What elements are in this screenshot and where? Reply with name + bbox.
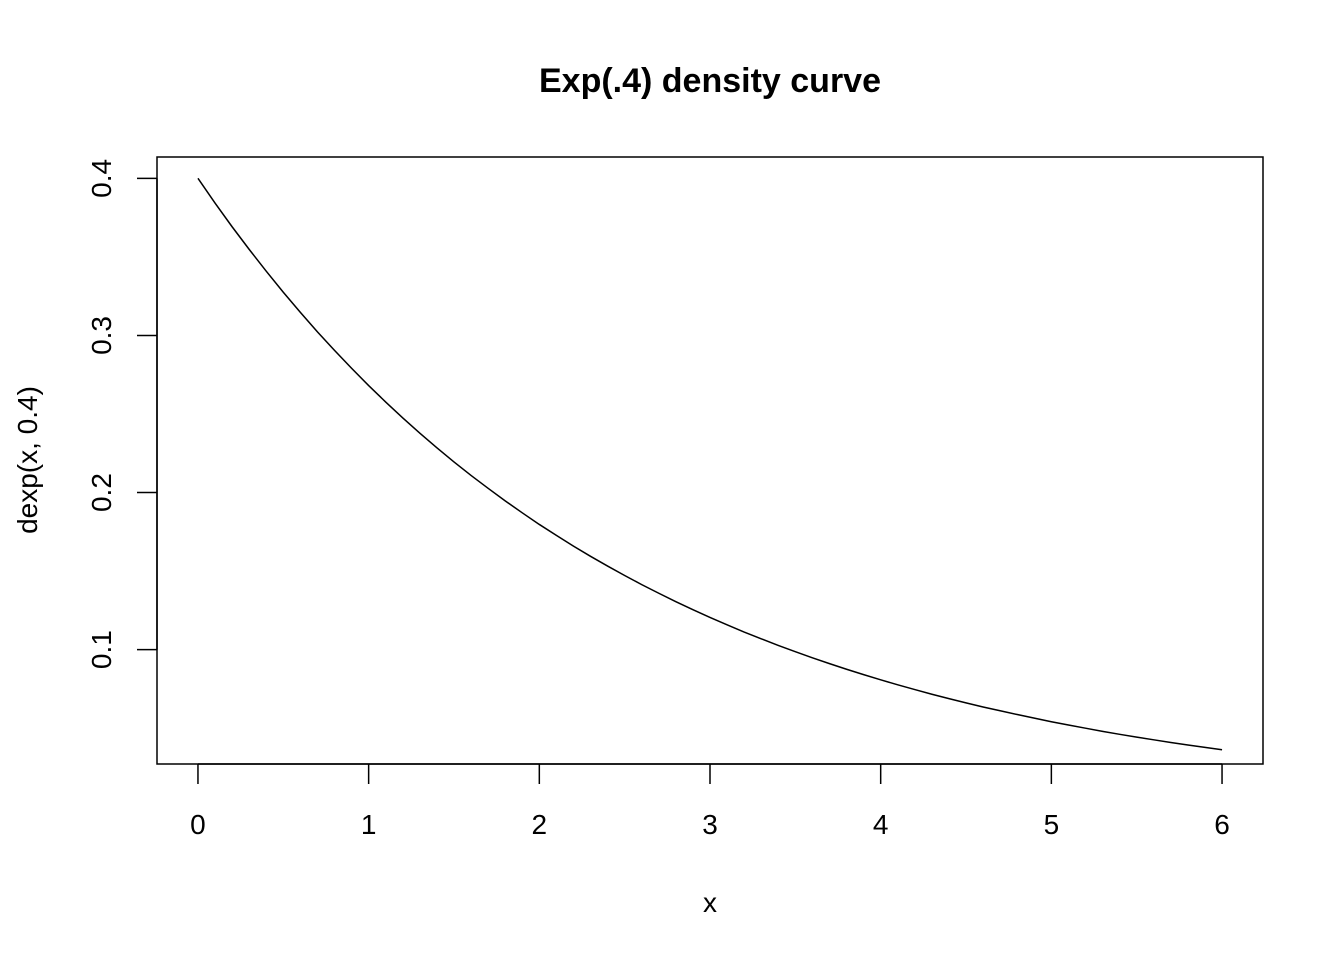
y-tick-label: 0.3	[86, 316, 117, 355]
y-axis-label: dexp(x, 0.4)	[12, 386, 43, 534]
x-axis: 0 1 2 3 4 5 6	[190, 763, 1230, 840]
x-tick-label: 3	[702, 809, 718, 840]
chart-title: Exp(.4) density curve	[539, 62, 881, 100]
plot-frame	[156, 156, 1264, 765]
y-tick-label: 0.1	[86, 630, 117, 669]
x-tick-label: 0	[190, 809, 206, 840]
y-axis: 0.1 0.2 0.3 0.4	[86, 159, 158, 669]
x-axis-label: x	[703, 887, 717, 918]
y-tick-label: 0.2	[86, 473, 117, 512]
density-line	[197, 177, 1223, 751]
series-layer	[197, 177, 1223, 751]
x-tick-label: 6	[1214, 809, 1230, 840]
x-tick-label: 2	[532, 809, 548, 840]
x-tick-label: 4	[873, 809, 889, 840]
y-tick-label: 0.4	[86, 159, 117, 198]
x-tick-label: 5	[1044, 809, 1060, 840]
x-tick-label: 1	[361, 809, 377, 840]
